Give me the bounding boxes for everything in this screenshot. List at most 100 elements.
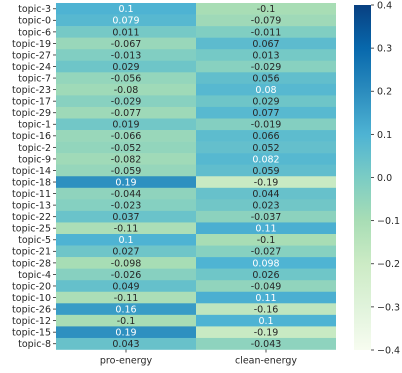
row-label: topic-0: [18, 16, 51, 27]
row-label: topic-14: [12, 166, 51, 177]
cell-value-label: 0.098: [252, 258, 279, 269]
heatmap-cell: [196, 234, 336, 246]
heatmap-cell: [56, 3, 196, 15]
row-label: topic-6: [18, 27, 51, 38]
heatmap-cell: [196, 187, 336, 200]
cell-value-label: 0.067: [252, 39, 279, 50]
cell-value-label: 0.044: [252, 189, 279, 200]
row-label: topic-20: [12, 281, 51, 292]
cell-value-label: -0.1: [257, 235, 276, 246]
cell-value-label: 0.049: [112, 281, 139, 292]
cell-value-label: -0.026: [111, 270, 142, 281]
row-label: topic-18: [12, 177, 51, 188]
heatmap-cell: [196, 337, 336, 350]
cell-value-label: 0.029: [252, 97, 279, 108]
cell-value-label: -0.19: [254, 328, 279, 339]
heatmap-cell: [196, 210, 336, 223]
cell-value-label: 0.052: [252, 143, 279, 154]
heatmap-cell: [196, 326, 336, 339]
heatmap-cell: [56, 337, 196, 350]
heatmap-cell: [56, 234, 196, 246]
cell-value-label: 0.043: [112, 339, 139, 350]
cell-value-label: 0.11: [255, 224, 276, 235]
cell-value-label: -0.079: [251, 16, 282, 27]
row-label: topic-5: [18, 235, 51, 246]
row-label: topic-27: [12, 50, 51, 61]
cell-value-label: 0.1: [118, 235, 133, 246]
row-label: topic-12: [12, 316, 51, 327]
cell-value-label: 0.066: [252, 131, 279, 142]
cell-value-label: 0.019: [112, 120, 139, 131]
heatmap-cell: [196, 26, 336, 38]
cell-value-label: 0.1: [258, 316, 273, 327]
cell-value-label: 0.16: [115, 304, 136, 315]
cell-value-label: 0.082: [252, 154, 279, 165]
cell-value-label: -0.08: [114, 85, 139, 96]
cell-value-label: 0.056: [252, 73, 279, 84]
heatmap-cell: [196, 280, 336, 293]
heatmap-cell: [56, 222, 196, 235]
heatmap-cell: [56, 164, 196, 177]
heatmap-cell: [196, 222, 336, 235]
heatmap-cell: [56, 280, 196, 293]
row-label: topic-26: [12, 304, 51, 315]
heatmap-cell: [56, 199, 196, 212]
row-label: topic-3: [18, 4, 51, 15]
heatmap-cell: [56, 268, 196, 281]
colorbar-tick-label: 0.1: [377, 130, 392, 141]
row-label: topic-22: [12, 212, 51, 223]
cell-value-label: -0.023: [111, 201, 142, 212]
heatmap-cell: [56, 60, 196, 73]
heatmap-cell: [56, 326, 196, 339]
heatmap-cell: [196, 14, 336, 27]
heatmap-cell: [56, 26, 196, 38]
heatmap-cell: [56, 130, 196, 142]
cell-value-label: -0.043: [251, 339, 282, 350]
colorbar-tick-label: 0.3: [377, 44, 392, 55]
heatmap-cell: [56, 141, 196, 154]
cell-value-label: -0.082: [111, 154, 142, 165]
cell-value-label: 0.037: [112, 212, 139, 223]
heatmap-cell: [56, 49, 196, 62]
colorbar-tick-label: −0.4: [377, 345, 400, 356]
heatmap-cell: [56, 37, 196, 50]
colorbar-tick-label: −0.3: [377, 302, 400, 313]
cell-value-label: -0.059: [111, 166, 142, 177]
heatmap-cell: [196, 60, 336, 73]
cell-value-label: -0.052: [111, 143, 142, 154]
heatmap-cell: [56, 83, 196, 96]
row-label: topic-9: [18, 154, 51, 165]
heatmap-cell: [196, 3, 336, 15]
heatmap-cell: [196, 49, 336, 62]
heatmap-cell: [196, 245, 336, 258]
cell-value-label: 0.023: [252, 201, 279, 212]
row-label: topic-24: [12, 62, 51, 73]
row-label: topic-23: [12, 85, 51, 96]
heatmap-cell: [196, 130, 336, 142]
column-labels: pro-energy clean-energy: [100, 349, 297, 367]
heatmap-cell: [196, 106, 336, 119]
cell-value-label: 0.1: [118, 4, 133, 15]
cell-value-label: 0.19: [115, 328, 136, 339]
heatmap-cell: [196, 291, 336, 304]
colorbar-tick-label: 0.0: [377, 173, 392, 184]
heatmap-cell: [56, 72, 196, 85]
heatmap-cell: [196, 199, 336, 212]
cell-value-label: -0.049: [251, 281, 282, 292]
cell-value-label: 0.059: [252, 166, 279, 177]
row-label: topic-16: [12, 131, 51, 142]
colorbar-ticks: 0.4 0.3 0.2 0.1 0.0 −0.1 −0.2 −0.3 −0.4: [371, 0, 400, 356]
heatmap-cell: [196, 176, 336, 189]
cell-value-label: -0.044: [111, 189, 142, 200]
heatmap-cell: [196, 153, 336, 165]
heatmap-cell: [56, 118, 196, 131]
heatmap-cell: [56, 303, 196, 316]
heatmap-cell: [196, 83, 336, 96]
heatmap-cell: [196, 268, 336, 281]
colorbar-tick-label: −0.2: [377, 259, 400, 270]
cell-value-label: -0.11: [114, 224, 139, 235]
row-label: topic-8: [18, 339, 51, 350]
cell-value-label: 0.026: [252, 270, 279, 281]
row-label: topic-13: [12, 201, 51, 212]
